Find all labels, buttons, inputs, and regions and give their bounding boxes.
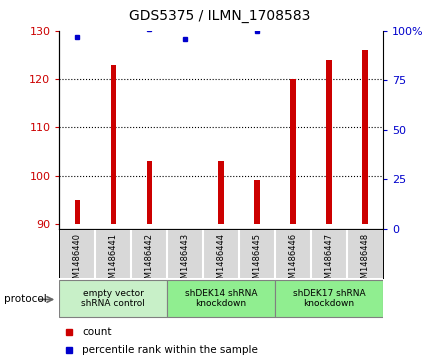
FancyBboxPatch shape [59,280,167,317]
Text: GSM1486448: GSM1486448 [360,233,369,289]
Bar [290,79,296,224]
Text: protocol: protocol [4,294,47,305]
Bar [362,50,367,224]
Text: GSM1486445: GSM1486445 [253,233,261,289]
Bar [326,60,332,224]
Text: GSM1486447: GSM1486447 [324,233,334,289]
Text: shDEK17 shRNA
knockdown: shDEK17 shRNA knockdown [293,289,365,308]
Bar [75,200,80,224]
Text: shDEK14 shRNA
knockdown: shDEK14 shRNA knockdown [185,289,257,308]
Text: GSM1486444: GSM1486444 [216,233,226,289]
Bar [110,65,116,224]
Bar [147,161,152,224]
FancyBboxPatch shape [167,280,275,317]
Text: GSM1486441: GSM1486441 [109,233,118,289]
Text: GSM1486443: GSM1486443 [181,233,190,289]
Text: GSM1486442: GSM1486442 [145,233,154,289]
Text: count: count [82,327,111,337]
Bar [218,161,224,224]
Text: GDS5375 / ILMN_1708583: GDS5375 / ILMN_1708583 [129,9,311,23]
Text: GSM1486440: GSM1486440 [73,233,82,289]
FancyBboxPatch shape [275,280,383,317]
Text: GSM1486446: GSM1486446 [289,233,297,289]
Text: percentile rank within the sample: percentile rank within the sample [82,345,258,355]
Text: empty vector
shRNA control: empty vector shRNA control [81,289,145,308]
Bar [254,180,260,224]
